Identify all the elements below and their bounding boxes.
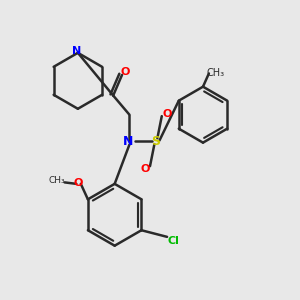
- Text: N: N: [123, 135, 133, 148]
- Text: N: N: [72, 46, 81, 56]
- Text: CH₃: CH₃: [49, 176, 66, 185]
- Text: O: O: [162, 109, 172, 119]
- Text: CH₃: CH₃: [206, 68, 224, 78]
- Text: S: S: [152, 135, 160, 148]
- Text: O: O: [73, 178, 83, 188]
- Text: Cl: Cl: [168, 236, 179, 246]
- Text: O: O: [140, 164, 149, 173]
- Text: O: O: [121, 67, 130, 77]
